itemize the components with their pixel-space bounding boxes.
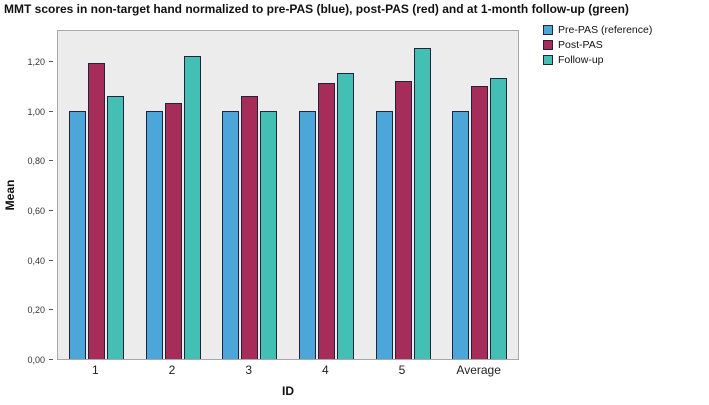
x-category-label: 4 <box>321 363 329 377</box>
bar <box>68 111 86 359</box>
bar <box>336 73 354 359</box>
bar <box>106 96 124 359</box>
bar <box>298 111 316 359</box>
x-category-label: 2 <box>168 363 176 377</box>
bar <box>87 63 105 359</box>
x-axis-title: ID <box>282 384 294 398</box>
legend-swatch <box>543 40 553 50</box>
bar <box>471 86 489 359</box>
legend-swatch <box>543 55 553 65</box>
bar <box>490 78 508 359</box>
y-tick-label: 0,60 <box>27 205 45 216</box>
x-category-label: 3 <box>245 363 252 377</box>
legend-item: Pre-PAS (reference) <box>543 24 703 36</box>
bar <box>375 111 393 359</box>
bar <box>260 111 278 359</box>
bar <box>413 48 431 359</box>
y-tick-mark <box>49 309 53 311</box>
y-tick-mark <box>49 60 53 62</box>
bar <box>145 111 163 359</box>
legend-item: Follow-up <box>543 54 703 66</box>
y-tick-label: 0,00 <box>27 355 45 365</box>
bar <box>222 111 240 359</box>
y-axis-title: Mean <box>3 179 17 211</box>
bar <box>317 83 335 359</box>
y-tick-label: 1,20 <box>27 56 45 67</box>
x-category-label: 5 <box>398 363 406 377</box>
bar <box>183 56 201 359</box>
bar <box>241 96 259 359</box>
y-tick-mark <box>49 259 53 261</box>
x-category-label: Average <box>456 363 501 377</box>
y-tick-label: 1,00 <box>27 106 45 117</box>
y-tick-label: 0,20 <box>27 305 45 316</box>
legend: Pre-PAS (reference) Post-PAS Follow-up <box>543 24 703 69</box>
y-tick-mark <box>49 359 53 360</box>
legend-item: Post-PAS <box>543 39 703 51</box>
chart-title: MMT scores in non-target hand normalized… <box>4 2 629 16</box>
plot-area <box>57 30 519 360</box>
x-category-label: 1 <box>91 363 99 377</box>
bar <box>164 103 182 359</box>
legend-label: Post-PAS <box>558 39 603 51</box>
y-tick-mark <box>49 209 53 211</box>
bar <box>452 111 470 359</box>
legend-swatch <box>543 25 553 35</box>
legend-label: Follow-up <box>558 54 604 66</box>
y-tick-mark <box>49 160 53 162</box>
legend-label: Pre-PAS (reference) <box>558 24 653 36</box>
bar <box>394 81 412 359</box>
x-axis: 1 2 3 4 5 Average <box>57 363 519 379</box>
y-axis: 0,00 0,20 0,40 0,60 0,80 1,00 1,20 <box>0 30 53 365</box>
y-tick-label: 0,80 <box>27 156 45 167</box>
y-tick-mark <box>49 110 53 112</box>
y-tick-label: 0,40 <box>27 255 45 266</box>
